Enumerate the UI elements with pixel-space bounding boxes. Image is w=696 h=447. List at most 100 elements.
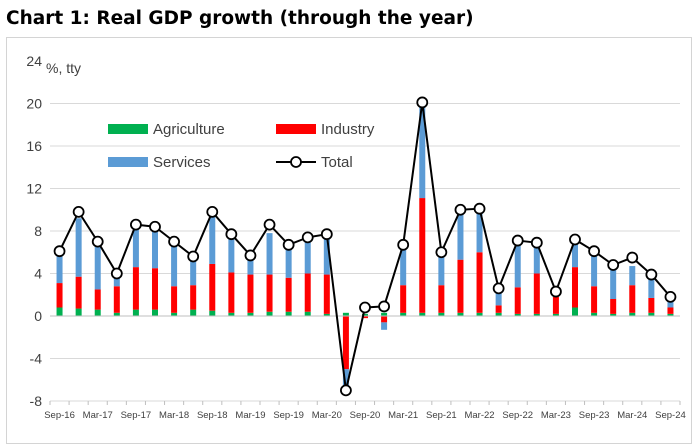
- bar-agriculture: [533, 313, 540, 316]
- total-point: [263, 218, 276, 231]
- total-point: [664, 290, 677, 303]
- total-point: [53, 245, 66, 258]
- bar-services: [438, 254, 445, 286]
- bar-industry: [514, 287, 521, 314]
- bar-agriculture: [75, 308, 82, 316]
- bar-industry: [476, 252, 483, 313]
- bar-services: [171, 244, 178, 287]
- bar-agriculture: [362, 313, 368, 316]
- legend-label: Industry: [321, 121, 375, 138]
- total-point: [588, 245, 600, 258]
- bar-agriculture: [400, 312, 407, 316]
- bar-services: [648, 278, 655, 298]
- total-series-line: [53, 96, 677, 397]
- y-tick-label: 12: [26, 181, 42, 197]
- bar-agriculture: [648, 312, 655, 316]
- total-point: [626, 251, 639, 264]
- x-tick-label: Sep-18: [197, 410, 228, 421]
- bar-services: [572, 240, 578, 268]
- stacked-bars: [56, 106, 674, 391]
- total-point: [282, 238, 295, 251]
- total-point: [206, 205, 219, 218]
- y-tick-label: 24: [26, 53, 42, 69]
- chart-frame: [6, 37, 692, 444]
- x-tick-label: Sep-16: [44, 410, 75, 421]
- gridlines: [50, 103, 680, 402]
- y-tick-label: 4: [34, 266, 42, 282]
- bar-services: [304, 239, 311, 274]
- total-point: [168, 235, 180, 248]
- y-axis-unit-label: %, tty: [46, 60, 81, 76]
- legend-swatch: [108, 124, 148, 134]
- x-tick-label: Mar-17: [83, 410, 113, 421]
- bar-agriculture: [247, 312, 254, 316]
- bar-services: [113, 276, 120, 287]
- bar-agriculture: [152, 309, 158, 316]
- x-tick-label: Sep-22: [502, 410, 533, 421]
- bar-services: [457, 214, 464, 260]
- bar-industry: [572, 267, 578, 308]
- bar-agriculture: [132, 309, 139, 316]
- x-axis-tick-labels: Sep-16 Mar-17 Sep-17 Mar-18 Sep-18 Mar-19 Sep-…: [44, 401, 686, 421]
- total-point: [435, 246, 448, 259]
- bar-industry: [323, 274, 330, 314]
- x-tick-label: Sep-17: [121, 410, 152, 421]
- total-point: [492, 282, 505, 295]
- bar-agriculture: [457, 312, 464, 316]
- bar-industry: [591, 286, 598, 313]
- bar-industry: [533, 273, 540, 314]
- bar-services: [419, 106, 426, 199]
- bar-industry: [667, 307, 674, 314]
- total-point: [244, 249, 257, 262]
- bar-services: [209, 216, 216, 264]
- total-point: [530, 236, 543, 249]
- x-tick-label: Mar-21: [388, 410, 418, 421]
- legend-item-total: Total: [276, 154, 353, 171]
- bar-agriculture: [56, 307, 63, 316]
- bar-industry: [132, 267, 139, 310]
- total-point: [187, 250, 200, 263]
- total-point: [130, 218, 142, 231]
- y-axis-tick-labels: -8 -4 0 4 8 12 16 20 24: [26, 53, 42, 409]
- x-tick-label: Mar-19: [235, 410, 265, 421]
- bar-agriculture: [342, 312, 349, 316]
- legend-swatch: [108, 157, 148, 167]
- bar-agriculture: [171, 312, 178, 316]
- bar-agriculture: [381, 312, 388, 316]
- legend-label: Agriculture: [153, 121, 225, 138]
- legend: Agriculture Industry Services Total: [108, 121, 375, 171]
- total-point: [225, 228, 238, 241]
- total-point: [416, 96, 429, 109]
- bar-agriculture: [495, 312, 502, 316]
- bar-services: [323, 237, 330, 275]
- total-point: [72, 205, 85, 218]
- legend-item-industry: Industry: [276, 121, 375, 138]
- chart-title: Chart 1: Real GDP growth (through the ye…: [6, 8, 474, 29]
- bar-services: [591, 254, 598, 287]
- total-point: [645, 268, 658, 281]
- total-point: [454, 203, 467, 216]
- total-point: [569, 233, 581, 246]
- total-point: [359, 301, 371, 314]
- bar-industry: [629, 285, 636, 313]
- legend-item-services: Services: [108, 154, 211, 171]
- bar-agriculture: [610, 313, 617, 316]
- bar-services: [629, 266, 636, 286]
- bar-agriculture: [323, 313, 330, 316]
- bar-agriculture: [667, 313, 674, 316]
- bar-industry: [342, 316, 349, 370]
- y-tick-label: -4: [30, 351, 43, 367]
- bar-agriculture: [591, 312, 598, 316]
- bar-services: [94, 243, 101, 290]
- bar-services: [514, 244, 521, 288]
- bar-industry: [171, 286, 178, 313]
- bar-agriculture: [266, 311, 273, 316]
- x-tick-label: Mar-23: [541, 410, 571, 421]
- total-point: [91, 235, 104, 248]
- bar-agriculture: [476, 312, 483, 316]
- total-point: [607, 259, 620, 271]
- legend-item-agriculture: Agriculture: [108, 121, 225, 138]
- x-tick-label: Sep-21: [426, 410, 457, 421]
- y-tick-label: 16: [26, 138, 42, 154]
